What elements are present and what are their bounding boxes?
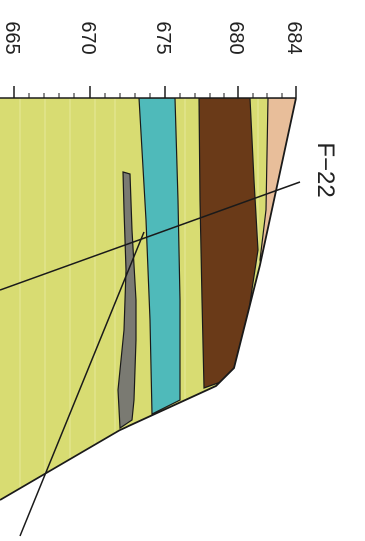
tick-label-684: 684: [283, 21, 305, 54]
section-line-a: [0, 181, 301, 291]
ground-surface: [0, 97, 297, 501]
major-ticks: [13, 86, 297, 98]
tick-label-665: 665: [1, 21, 23, 54]
gray-lens: [117, 171, 137, 430]
minor-ticks: [28, 93, 283, 98]
tick-label-670: 670: [77, 21, 99, 54]
section-label: F−22: [312, 142, 339, 197]
brown-layer: [198, 98, 259, 389]
tick-label-680: 680: [225, 21, 247, 54]
teal-layer: [138, 98, 181, 415]
section-line-b: [19, 231, 145, 537]
tick-label-675: 675: [152, 21, 174, 54]
